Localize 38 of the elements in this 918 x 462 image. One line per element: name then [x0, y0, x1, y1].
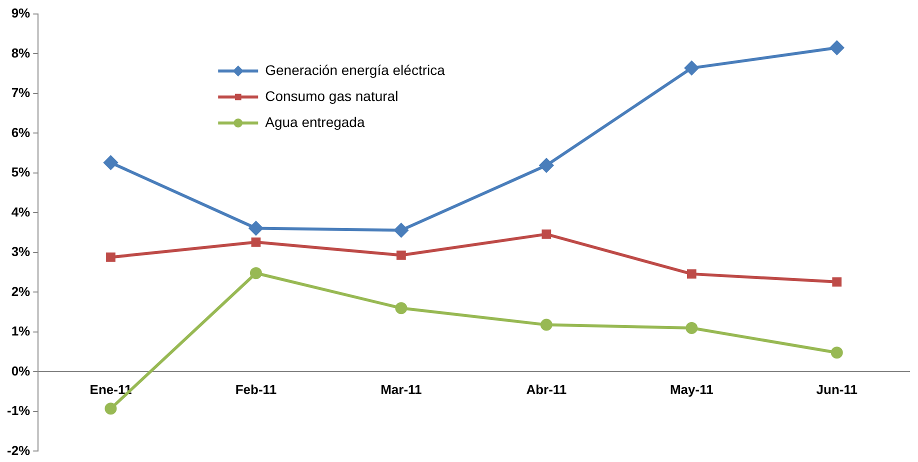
- point: [686, 322, 698, 334]
- legend-label: Consumo gas natural: [265, 88, 398, 104]
- x-tick-label: Mar-11: [380, 382, 422, 398]
- legend-label: Generación energía eléctrica: [265, 62, 446, 78]
- y-tick-label: 6%: [11, 124, 31, 140]
- y-tick-label: -1%: [6, 403, 31, 418]
- x-tick-label: Abr-11: [526, 382, 567, 398]
- point: [542, 230, 552, 239]
- point: [251, 237, 261, 247]
- y-tick-label: 3%: [11, 244, 31, 260]
- y-tick-label: 7%: [11, 85, 31, 100]
- y-tick-label: 2%: [11, 284, 31, 299]
- y-tick-label: -2%: [6, 442, 31, 458]
- point: [394, 223, 408, 238]
- x-tick-label: May-11: [670, 382, 714, 398]
- point: [832, 277, 842, 287]
- point: [104, 402, 117, 415]
- point: [395, 302, 408, 314]
- point: [248, 221, 263, 236]
- point: [539, 158, 554, 172]
- point: [396, 250, 406, 260]
- x-tick-label: Jun-11: [816, 382, 858, 398]
- y-tick-label: 0%: [11, 363, 31, 378]
- point: [106, 252, 116, 262]
- point: [830, 346, 843, 359]
- y-tick-label: 5%: [11, 164, 31, 180]
- point: [684, 61, 699, 76]
- y-tick-label: 1%: [11, 324, 31, 339]
- x-tick-label: Feb-11: [235, 382, 277, 398]
- y-tick-label: 8%: [11, 45, 31, 60]
- point: [250, 267, 262, 280]
- point: [540, 318, 552, 331]
- y-tick-label: 9%: [11, 6, 31, 21]
- point: [686, 269, 696, 279]
- legend-label: Agua entregada: [265, 114, 365, 130]
- point: [830, 40, 844, 55]
- y-tick-label: 4%: [11, 204, 31, 220]
- point: [104, 156, 118, 170]
